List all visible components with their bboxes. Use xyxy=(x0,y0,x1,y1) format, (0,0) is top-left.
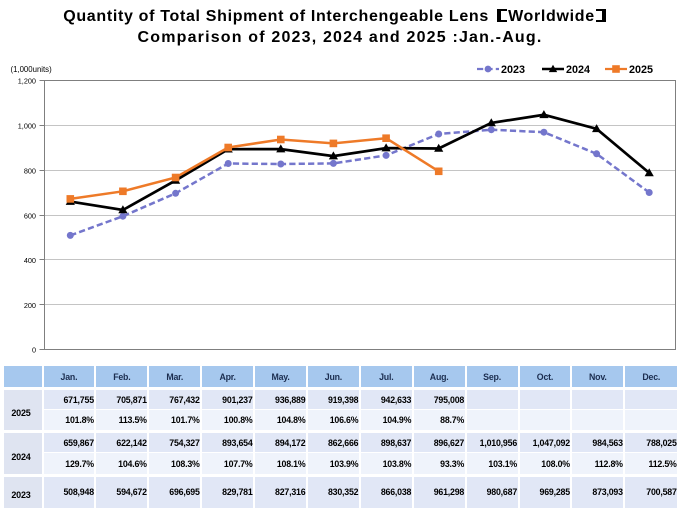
svg-text:0: 0 xyxy=(32,346,36,355)
svg-text:200: 200 xyxy=(24,301,36,310)
svg-text:800: 800 xyxy=(24,167,36,176)
svg-text:2023: 2023 xyxy=(501,64,525,76)
svg-text:1,000: 1,000 xyxy=(18,122,36,131)
svg-text:2024: 2024 xyxy=(566,64,590,76)
svg-text:400: 400 xyxy=(24,256,36,265)
svg-text:(1,000units): (1,000units) xyxy=(11,65,53,74)
svg-text:600: 600 xyxy=(24,212,36,221)
svg-text:2025: 2025 xyxy=(629,64,653,76)
svg-text:1,200: 1,200 xyxy=(18,77,36,86)
